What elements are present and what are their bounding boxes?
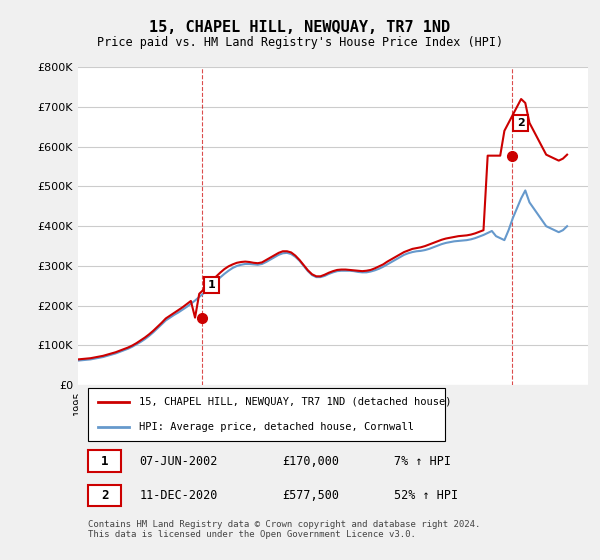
Text: 15, CHAPEL HILL, NEWQUAY, TR7 1ND (detached house): 15, CHAPEL HILL, NEWQUAY, TR7 1ND (detac… (139, 397, 452, 407)
FancyBboxPatch shape (88, 484, 121, 506)
FancyBboxPatch shape (88, 450, 121, 472)
Text: 1: 1 (208, 280, 215, 290)
Text: 07-JUN-2002: 07-JUN-2002 (139, 455, 218, 468)
Text: 52% ↑ HPI: 52% ↑ HPI (394, 489, 458, 502)
Text: 7% ↑ HPI: 7% ↑ HPI (394, 455, 451, 468)
Text: £577,500: £577,500 (282, 489, 339, 502)
Text: 2: 2 (101, 489, 109, 502)
Text: Contains HM Land Registry data © Crown copyright and database right 2024.
This d: Contains HM Land Registry data © Crown c… (88, 520, 481, 539)
Text: HPI: Average price, detached house, Cornwall: HPI: Average price, detached house, Corn… (139, 422, 414, 432)
Text: 15, CHAPEL HILL, NEWQUAY, TR7 1ND: 15, CHAPEL HILL, NEWQUAY, TR7 1ND (149, 20, 451, 35)
FancyBboxPatch shape (88, 388, 445, 441)
Text: 11-DEC-2020: 11-DEC-2020 (139, 489, 218, 502)
Text: 2: 2 (517, 118, 524, 128)
Text: 1: 1 (101, 455, 109, 468)
Text: £170,000: £170,000 (282, 455, 339, 468)
Text: Price paid vs. HM Land Registry's House Price Index (HPI): Price paid vs. HM Land Registry's House … (97, 36, 503, 49)
